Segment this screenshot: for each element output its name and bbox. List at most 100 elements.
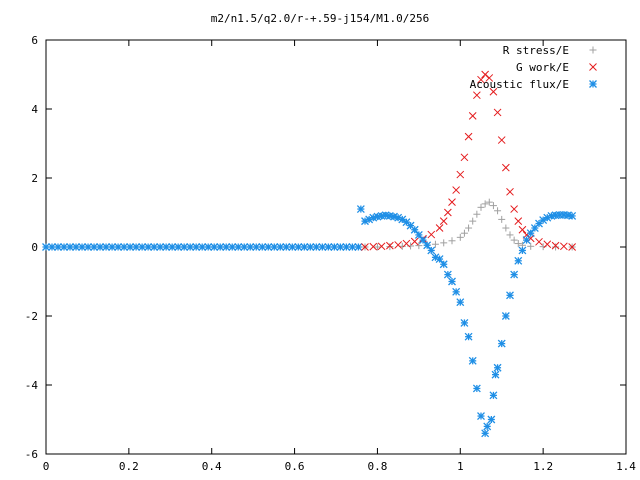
legend-marker xyxy=(589,63,597,71)
acoustic-flux-point xyxy=(228,243,237,251)
acoustic-flux-point xyxy=(356,205,365,214)
g-work-point xyxy=(377,242,386,251)
acoustic-flux-point xyxy=(132,243,141,251)
acoustic-flux-point xyxy=(150,243,159,251)
acoustic-flux-point xyxy=(96,243,105,251)
g-work-point xyxy=(468,112,477,120)
acoustic-flux-point xyxy=(312,243,321,251)
acoustic-flux-point xyxy=(456,298,465,307)
g-work-point xyxy=(535,237,543,246)
y-tick-label: -2 xyxy=(25,310,38,323)
acoustic-flux-point xyxy=(439,260,448,269)
r-stress-point xyxy=(465,224,473,232)
acoustic-flux-point xyxy=(168,243,177,251)
acoustic-flux-point xyxy=(60,243,68,251)
acoustic-flux-point xyxy=(318,243,327,251)
acoustic-flux-point xyxy=(510,270,519,279)
acoustic-flux-point xyxy=(324,243,333,251)
acoustic-flux-point xyxy=(489,391,498,400)
g-work-point xyxy=(460,153,469,162)
x-tick-label: 0.4 xyxy=(202,460,222,473)
r-stress-point xyxy=(510,236,518,244)
acoustic-flux-point xyxy=(448,277,456,286)
acoustic-flux-point xyxy=(501,312,510,320)
acoustic-flux-point xyxy=(514,256,523,265)
g-work-point xyxy=(473,91,481,100)
r-stress-point xyxy=(456,233,464,241)
acoustic-flux-point xyxy=(72,243,80,251)
g-work-point xyxy=(439,217,448,225)
r-stress-point xyxy=(386,243,394,251)
acoustic-flux-point xyxy=(54,243,62,251)
acoustic-flux-point xyxy=(477,412,485,421)
acoustic-flux-point xyxy=(174,243,183,251)
acoustic-flux-point xyxy=(42,243,50,251)
g-work-point xyxy=(361,243,369,251)
acoustic-flux-point xyxy=(526,229,535,238)
g-work-point xyxy=(477,75,485,84)
g-work-point xyxy=(435,224,444,232)
g-work-point xyxy=(427,230,436,239)
acoustic-flux-point xyxy=(414,230,423,239)
acoustic-flux-point xyxy=(330,243,339,251)
acoustic-flux-point xyxy=(78,243,87,251)
acoustic-flux-point xyxy=(108,243,117,251)
y-tick-label: 2 xyxy=(31,172,38,185)
acoustic-flux-point xyxy=(120,243,129,251)
legend-marker xyxy=(589,46,597,54)
legend-label: R stress/E xyxy=(503,44,569,57)
x-tick-label: 1 xyxy=(457,460,464,473)
acoustic-flux-point xyxy=(306,243,315,251)
r-stress-point xyxy=(373,243,381,251)
g-work-point xyxy=(506,187,514,196)
x-tick-label: 1.2 xyxy=(533,460,553,473)
x-tick-label: 0 xyxy=(43,460,50,473)
acoustic-flux-point xyxy=(468,356,477,365)
acoustic-flux-point xyxy=(491,370,500,379)
g-work-point xyxy=(456,170,465,179)
g-work-point xyxy=(543,240,552,249)
acoustic-flux-point xyxy=(365,215,374,224)
acoustic-flux-point xyxy=(162,243,171,251)
acoustic-flux-point xyxy=(427,246,436,255)
g-work-point xyxy=(386,241,394,250)
r-stress-point xyxy=(415,242,423,250)
g-work-point xyxy=(452,186,460,194)
acoustic-flux-point xyxy=(435,255,444,264)
x-tick-label: 0.2 xyxy=(119,460,139,473)
acoustic-flux-point xyxy=(282,243,291,251)
acoustic-flux-point xyxy=(300,243,309,251)
r-stress-point xyxy=(460,229,468,237)
g-work-point xyxy=(560,242,568,251)
acoustic-flux-point xyxy=(186,243,195,251)
x-tick-label: 1.4 xyxy=(616,460,636,473)
acoustic-flux-point xyxy=(246,243,255,251)
acoustic-flux-point xyxy=(354,243,363,251)
legend-r-stress: R stress/E xyxy=(503,44,597,57)
acoustic-flux-point xyxy=(90,243,99,251)
g-work-point xyxy=(485,74,494,82)
acoustic-flux-point xyxy=(487,415,496,424)
y-tick-label: -6 xyxy=(25,448,38,461)
legend: R stress/E G work/E Acoustic flux/E xyxy=(470,44,597,91)
acoustic-flux-point xyxy=(348,243,357,251)
acoustic-flux-point xyxy=(156,243,165,251)
r-stress-point xyxy=(477,203,485,211)
acoustic-flux-point xyxy=(522,236,531,245)
y-tick-label: -4 xyxy=(25,379,39,392)
acoustic-flux-point xyxy=(506,291,514,300)
acoustic-flux-point xyxy=(483,422,492,431)
x-axis: 0 0.2 0.4 0.6 0.8 1 1.2 1.4 xyxy=(43,40,636,473)
r-stress-point xyxy=(498,215,506,223)
g-work-point xyxy=(369,242,378,251)
acoustic-flux-point xyxy=(144,243,153,251)
acoustic-flux-point xyxy=(240,243,249,251)
acoustic-flux-point xyxy=(568,211,577,220)
g-work-point xyxy=(464,132,473,141)
acoustic-flux-point xyxy=(84,243,93,251)
g-work-point xyxy=(514,217,523,225)
acoustic-flux-point xyxy=(452,287,461,296)
r-stress-point xyxy=(469,217,477,225)
acoustic-flux-point xyxy=(464,332,473,341)
acoustic-flux-point xyxy=(222,243,231,251)
